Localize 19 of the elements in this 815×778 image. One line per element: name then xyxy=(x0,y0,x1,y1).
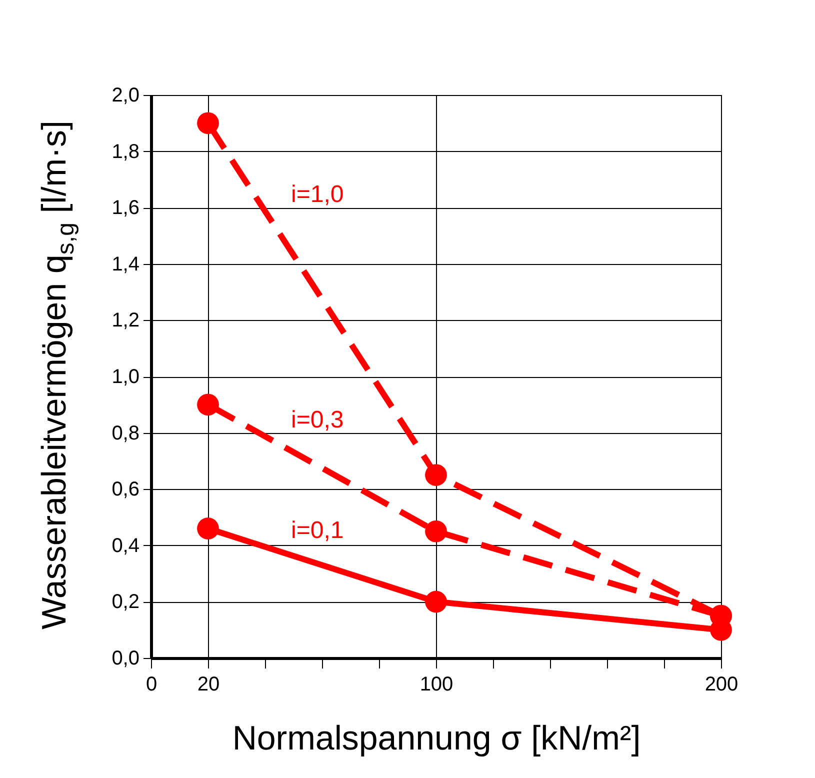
x-axis-title: Normalspannung σ [kN/m²] xyxy=(232,720,641,758)
series-label: i=1,0 xyxy=(291,181,344,208)
y-tick-label: 0,4 xyxy=(112,534,140,557)
y-tick-label: 1,0 xyxy=(112,366,140,388)
series-label: i=0,1 xyxy=(291,516,344,544)
x-tick-label: 20 xyxy=(197,674,220,696)
y-tick-label: 1,8 xyxy=(112,140,140,163)
y-tick-label: 1,4 xyxy=(112,253,140,276)
y-tick-label: 0,0 xyxy=(112,648,140,670)
y-tick-label: 0,8 xyxy=(112,422,140,444)
x-tick-label: 200 xyxy=(704,674,738,696)
y-tick-label: 1,6 xyxy=(112,197,140,220)
y-tick-label: 0,6 xyxy=(112,478,140,501)
y-tick-label: 2,0 xyxy=(112,84,140,106)
y-tick-label: 0,2 xyxy=(112,591,140,614)
series-label: i=0,3 xyxy=(291,406,344,434)
x-tick-label: 0 xyxy=(146,674,158,696)
x-tick-label: 100 xyxy=(420,674,454,696)
y-tick-label: 1,2 xyxy=(112,310,140,332)
